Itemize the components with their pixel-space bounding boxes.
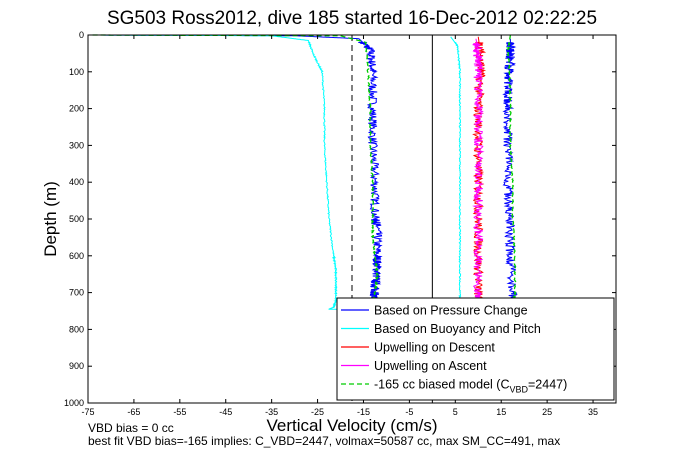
series-line-3	[472, 38, 485, 308]
legend-box	[336, 297, 615, 401]
best-fit-note: best fit VBD bias=-165 implies: C_VBD=24…	[88, 434, 561, 448]
x-tick-label: -45	[219, 407, 232, 417]
y-tick-label: 200	[69, 104, 84, 114]
y-tick-label: 500	[69, 214, 84, 224]
y-tick-label: 1000	[64, 398, 84, 408]
y-tick-label: 800	[69, 324, 84, 334]
y-axis-label: Depth (m)	[41, 181, 60, 257]
y-tick-label: 600	[69, 251, 84, 261]
vbd-bias-note: VBD bias = 0 cc	[88, 421, 174, 435]
x-tick-label: -25	[311, 407, 324, 417]
legend: Based on Pressure Change Based on Buoyanc…	[336, 297, 615, 401]
x-axis-ticks: -75 -65 -55 -45 -35 -25 -15 -5 5 15 25 35	[81, 35, 598, 417]
y-tick-label: 700	[69, 288, 84, 298]
series-line-1	[92, 34, 462, 310]
y-tick-label: 0	[79, 30, 84, 40]
x-tick-label: 25	[542, 407, 552, 417]
x-tick-label: -35	[265, 407, 278, 417]
y-tick-label: 100	[69, 67, 84, 77]
x-tick-label: -75	[81, 407, 94, 417]
series-line-4	[92, 34, 517, 310]
y-tick-label: 900	[69, 361, 84, 371]
y-tick-label: 300	[69, 140, 84, 150]
x-tick-label: -65	[127, 407, 140, 417]
x-tick-label: 5	[453, 407, 458, 417]
legend-label-2: Upwelling on Descent	[374, 341, 495, 355]
x-tick-label: -55	[173, 407, 186, 417]
y-axis-ticks: 0 100 200 300 400 500 600 700 800 900 1000	[64, 30, 616, 408]
x-tick-label: -15	[357, 407, 370, 417]
legend-label-1: Based on Buoyancy and Pitch	[374, 322, 541, 336]
legend-label-0: Based on Pressure Change	[374, 304, 528, 318]
y-tick-label: 400	[69, 177, 84, 187]
x-axis-label: Vertical Velocity (cm/s)	[267, 416, 438, 435]
x-tick-label: 35	[588, 407, 598, 417]
legend-label-3: Upwelling on Ascent	[374, 359, 487, 373]
chart-title: SG503 Ross2012, dive 185 started 16-Dec-…	[107, 8, 597, 29]
x-tick-label: -5	[405, 407, 413, 417]
x-tick-label: 15	[496, 407, 506, 417]
